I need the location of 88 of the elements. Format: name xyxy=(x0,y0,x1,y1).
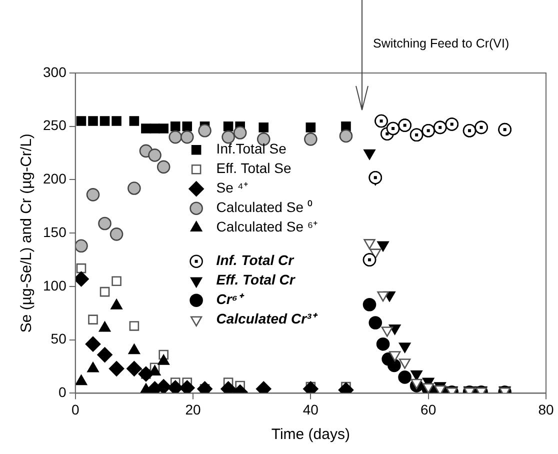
point xyxy=(398,118,412,132)
point xyxy=(222,130,235,144)
legend-label: Inf.Total Se xyxy=(216,140,287,157)
y-tick-label: 150 xyxy=(43,224,67,240)
legend-label: Calculated Se ⁶⁺ xyxy=(216,218,318,235)
point xyxy=(445,118,459,131)
point xyxy=(158,354,170,365)
x-tick-label: 20 xyxy=(185,401,202,418)
point xyxy=(87,362,99,372)
point xyxy=(388,358,401,372)
point xyxy=(97,347,112,362)
point xyxy=(422,124,435,138)
point xyxy=(88,116,98,126)
point xyxy=(433,120,447,134)
x-tick-label: 0 xyxy=(71,401,80,418)
point xyxy=(306,122,316,132)
point xyxy=(75,239,88,253)
point xyxy=(374,114,388,128)
point xyxy=(304,132,318,146)
point xyxy=(398,370,412,384)
point xyxy=(158,124,168,134)
x-tick-label: 80 xyxy=(538,401,554,418)
point xyxy=(100,116,110,126)
point xyxy=(170,121,180,132)
text: Switching Feed to Cr(VI) xyxy=(373,36,510,50)
point xyxy=(86,188,100,202)
point xyxy=(150,124,160,134)
point xyxy=(98,321,111,332)
point xyxy=(76,263,86,274)
point xyxy=(148,148,162,162)
y-tick-label: 100 xyxy=(43,277,67,294)
point xyxy=(233,126,247,140)
point xyxy=(138,366,154,382)
point xyxy=(141,124,151,134)
point xyxy=(182,121,192,132)
point xyxy=(75,374,88,386)
point xyxy=(76,116,86,126)
legend-label: Calculated Se ⁰ xyxy=(216,199,312,216)
point xyxy=(368,170,382,184)
point xyxy=(498,122,512,136)
legend-label: Cr⁶⁺ xyxy=(216,291,245,308)
point xyxy=(368,316,382,330)
x-tick-label: 40 xyxy=(302,401,319,418)
y-tick-label: 0 xyxy=(58,384,67,400)
point xyxy=(223,121,234,132)
x-tick-label: 60 xyxy=(420,401,436,418)
point xyxy=(474,120,488,134)
legend-label: Inf. Total Cr xyxy=(216,252,296,268)
point xyxy=(341,121,351,132)
point xyxy=(180,130,194,144)
point xyxy=(126,361,142,376)
point xyxy=(100,286,110,297)
point xyxy=(386,122,400,136)
point xyxy=(179,380,195,394)
point xyxy=(339,129,353,143)
y-tick-label: 200 xyxy=(43,170,67,187)
point xyxy=(112,116,122,126)
point xyxy=(129,116,140,126)
point xyxy=(362,253,376,266)
y-tick-label: 50 xyxy=(50,330,67,347)
point xyxy=(376,337,390,351)
point xyxy=(112,276,122,286)
y-axis-title: Se (µg-Se/L) and Cr (µg-Cr/L) xyxy=(18,134,36,333)
point xyxy=(128,182,141,195)
point xyxy=(462,124,476,138)
point xyxy=(168,380,184,394)
point xyxy=(156,160,170,174)
legend-label: Se ⁴⁺ xyxy=(216,180,248,196)
point xyxy=(129,321,140,331)
point xyxy=(108,361,124,376)
point xyxy=(410,128,424,142)
legend-label: Eff. Total Cr xyxy=(216,272,296,288)
point xyxy=(198,124,212,138)
point xyxy=(128,344,140,354)
point xyxy=(88,314,98,324)
point xyxy=(362,298,376,312)
point xyxy=(98,216,112,230)
legend-label: Calculated Cr³⁺ xyxy=(216,310,318,327)
x-axis-title: Time (days) xyxy=(271,426,350,444)
y-tick-label: 250 xyxy=(43,117,67,134)
legend-label: Eff. Total Se xyxy=(216,160,292,176)
point xyxy=(110,299,122,310)
point xyxy=(364,149,376,160)
point xyxy=(85,336,101,352)
y-tick-label: 300 xyxy=(43,64,67,80)
point xyxy=(258,122,269,132)
point xyxy=(110,228,124,241)
point xyxy=(168,130,182,144)
